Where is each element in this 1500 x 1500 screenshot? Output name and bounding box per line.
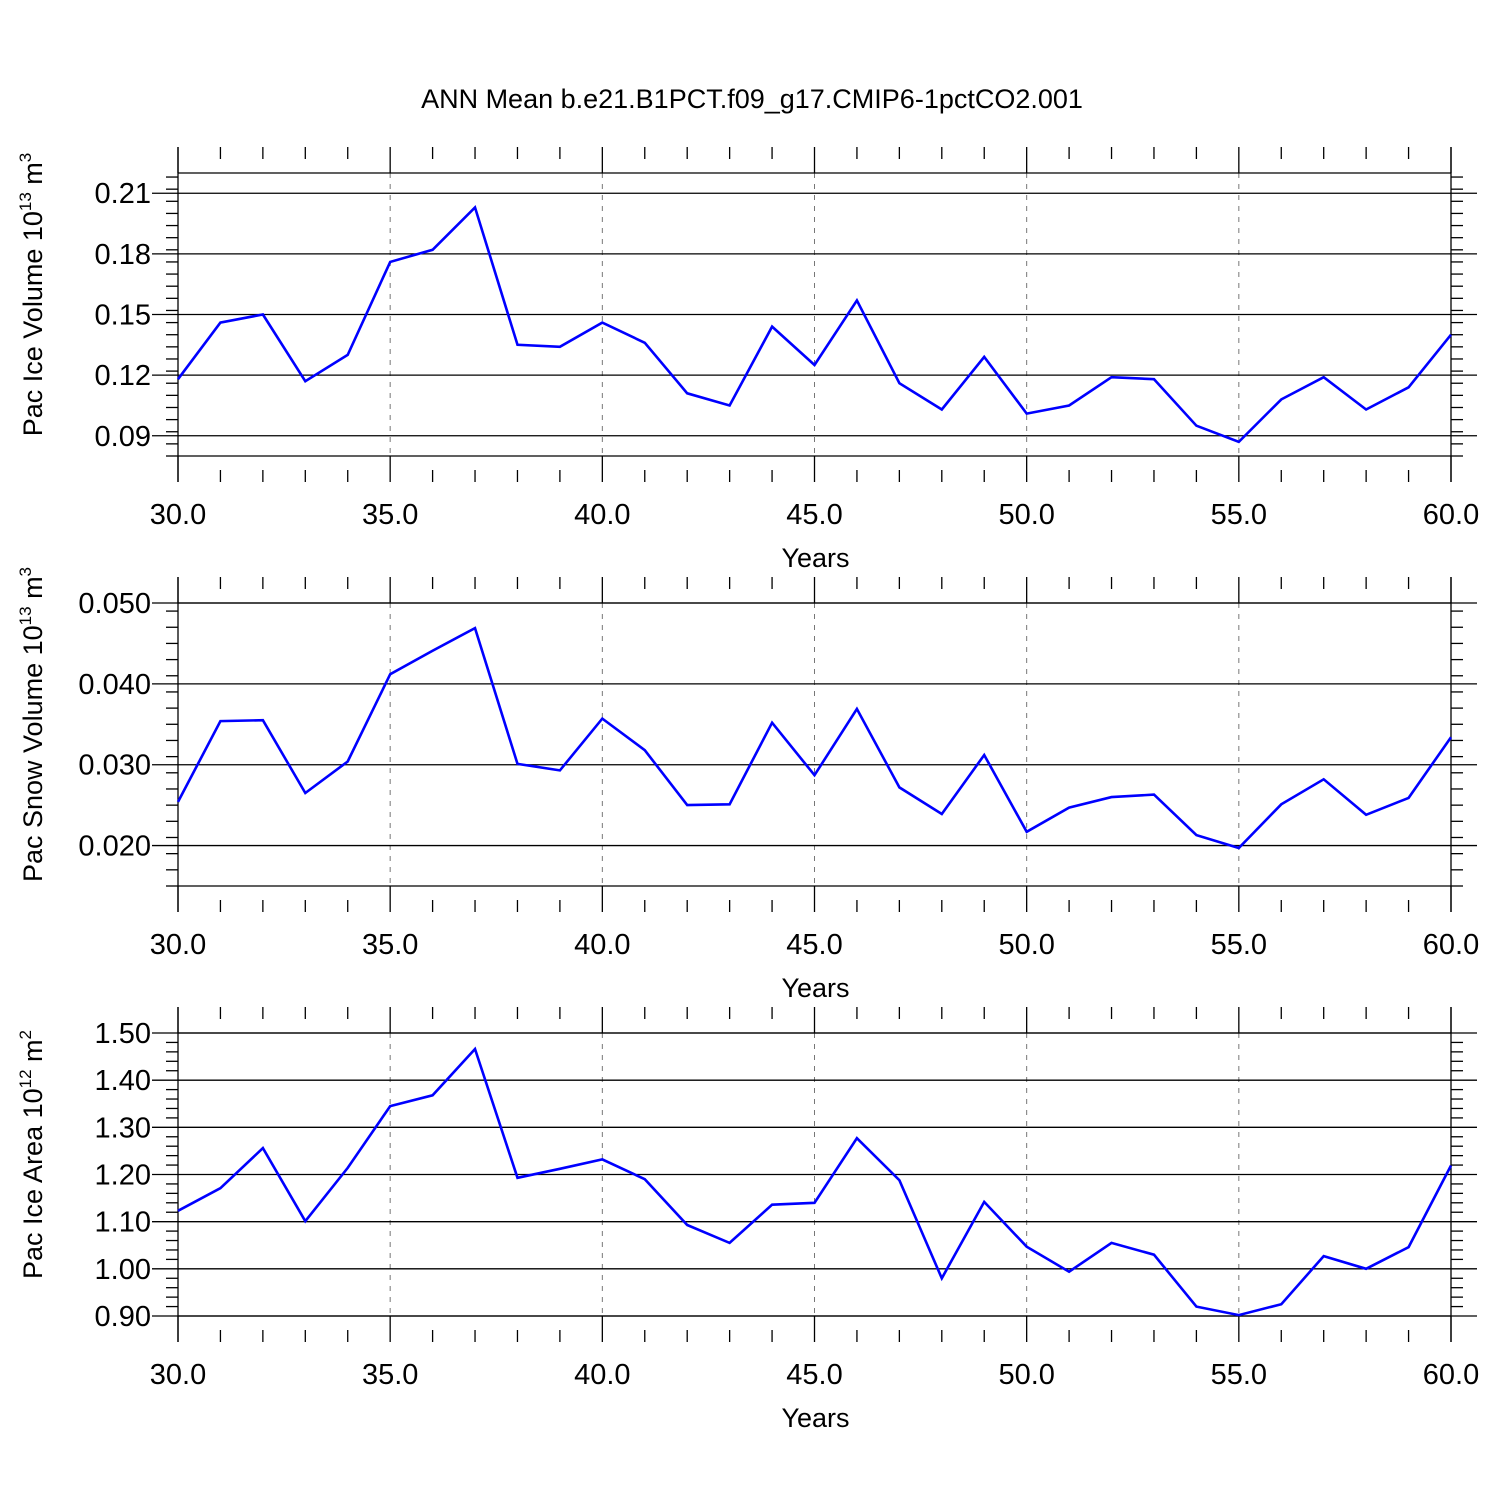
x-axis-label: Years <box>781 973 849 1003</box>
x-tick-label: 45.0 <box>786 499 842 531</box>
y-tick-label: 0.09 <box>95 421 151 453</box>
y-tick-label: 1.20 <box>95 1160 151 1192</box>
y-tick-label: 1.30 <box>95 1112 151 1144</box>
y-axis-label: Pac Ice Volume 1013 m3 <box>16 153 48 437</box>
y-axis-label: Pac Snow Volume 1013 m3 <box>16 567 48 882</box>
x-tick-label: 40.0 <box>574 929 630 961</box>
x-tick-label: 45.0 <box>786 1359 842 1391</box>
x-tick-label: 60.0 <box>1423 499 1479 531</box>
y-tick-label: 1.40 <box>95 1065 151 1097</box>
y-axis-label-unit-exponent: 2 <box>16 1030 35 1039</box>
x-tick-label: 40.0 <box>574 1359 630 1391</box>
y-axis-label-main: Pac Snow Volume 10 <box>18 625 48 882</box>
chart-panel-3: 0.90 1.00 1.10 1.20 1.30 1.40 1.50 30.0 35.0 40.0… <box>16 1007 1479 1433</box>
x-tick-label: 40.0 <box>574 499 630 531</box>
x-tick-label: 60.0 <box>1423 1359 1479 1391</box>
y-axis-label-unit: m <box>18 162 48 192</box>
y-axis-label-unit-exponent: 3 <box>16 567 35 576</box>
x-tick-label: 30.0 <box>150 929 206 961</box>
x-tick-label: 55.0 <box>1211 1359 1267 1391</box>
y-tick-label: 1.00 <box>95 1254 151 1286</box>
chart-panel-2: 0.020 0.030 0.040 0.050 30.0 35.0 40.0 45.0 50.0… <box>16 567 1479 1003</box>
figure-title: ANN Mean b.e21.B1PCT.f09_g17.CMIP6-1pctC… <box>421 84 1083 114</box>
x-tick-label: 60.0 <box>1423 929 1479 961</box>
x-axis-label: Years <box>781 1403 849 1433</box>
y-axis-label-unit: m <box>18 576 48 606</box>
chart-panel-1: 0.09 0.12 0.15 0.18 0.21 30.0 35.0 40.0 45.0 50.0… <box>16 147 1479 573</box>
x-tick-label: 30.0 <box>150 1359 206 1391</box>
x-tick-label: 30.0 <box>150 499 206 531</box>
y-tick-label: 0.90 <box>95 1301 151 1333</box>
x-tick-label: 55.0 <box>1211 929 1267 961</box>
y-tick-label: 0.020 <box>78 831 151 863</box>
panels: 0.09 0.12 0.15 0.18 0.21 30.0 35.0 40.0 45.0 50.0… <box>16 147 1479 1433</box>
y-axis-label-unit-exponent: 3 <box>16 153 35 162</box>
x-tick-label: 35.0 <box>362 499 418 531</box>
y-tick-label: 1.10 <box>95 1207 151 1239</box>
y-tick-label: 0.12 <box>95 360 151 392</box>
x-axis-label: Years <box>781 543 849 573</box>
y-axis-label: Pac Ice Area 1012 m2 <box>16 1030 48 1279</box>
y-tick-label: 1.50 <box>95 1018 151 1050</box>
y-axis-label-exponent: 13 <box>16 192 35 211</box>
y-tick-label: 0.040 <box>78 669 151 701</box>
y-axis-label-exponent: 13 <box>16 606 35 625</box>
y-tick-label: 0.050 <box>78 588 151 620</box>
x-tick-label: 45.0 <box>786 929 842 961</box>
x-tick-label: 35.0 <box>362 1359 418 1391</box>
y-axis-label-exponent: 12 <box>16 1069 35 1088</box>
y-tick-label: 0.21 <box>95 178 151 210</box>
y-tick-label: 0.18 <box>95 239 151 271</box>
x-tick-label: 50.0 <box>998 1359 1054 1391</box>
x-tick-label: 55.0 <box>1211 499 1267 531</box>
y-axis-label-unit: m <box>18 1039 48 1069</box>
y-axis-label-main: Pac Ice Volume 10 <box>18 211 48 436</box>
x-tick-label: 50.0 <box>998 499 1054 531</box>
y-tick-label: 0.15 <box>95 300 151 332</box>
y-tick-label: 0.030 <box>78 750 151 782</box>
x-tick-label: 35.0 <box>362 929 418 961</box>
y-axis-label-main: Pac Ice Area 10 <box>18 1088 48 1279</box>
x-tick-label: 50.0 <box>998 929 1054 961</box>
